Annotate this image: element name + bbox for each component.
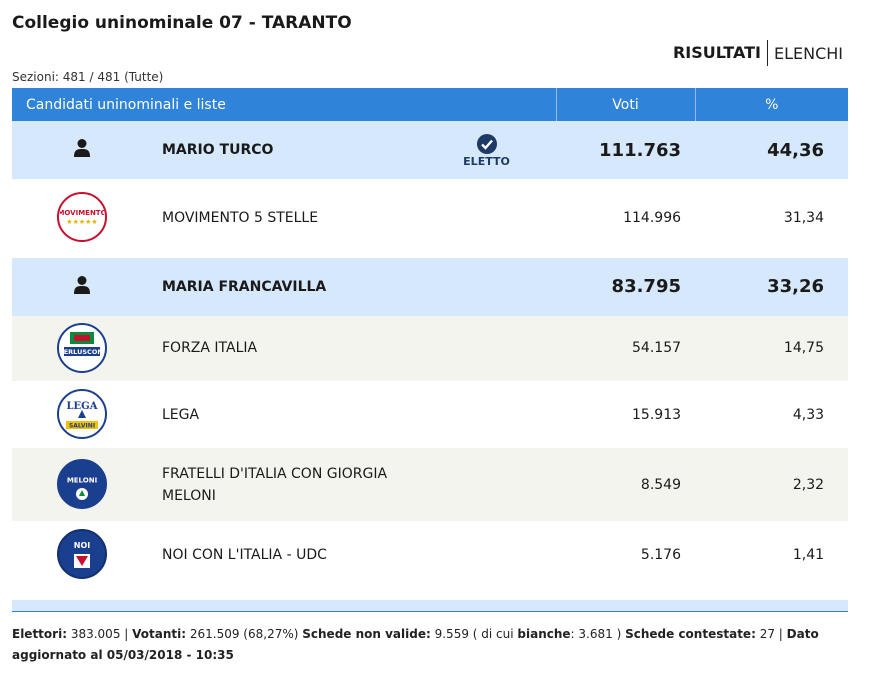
user-icon: [74, 139, 90, 157]
votanti-label: Votanti:: [132, 627, 187, 641]
results-table: Candidati uninominali e liste Voti % MAR…: [12, 88, 849, 588]
fdi-logo: MELONI: [57, 459, 107, 509]
summary-footer: Elettori: 383.005 | Votanti: 261.509 (68…: [12, 627, 819, 662]
sezioni-info: Sezioni: 481 / 481 (Tutte): [12, 70, 164, 84]
candidate-name[interactable]: MARIO TURCO: [152, 121, 417, 179]
fi-logo-text: BERLUSCONI: [60, 348, 104, 356]
list-pct: 14,75: [695, 315, 849, 382]
list-name[interactable]: MOVIMENTO 5 STELLE: [152, 179, 557, 258]
non-valide-value: 9.559 ( di cui: [434, 627, 514, 641]
list-votes: 114.996: [556, 179, 696, 258]
lega-logo: LEGA SALVINI: [57, 389, 107, 439]
list-row: LEGA SALVINI LEGA 15.913 4,33: [12, 381, 849, 448]
lega-logo-text: LEGA: [67, 401, 98, 412]
candidate-name[interactable]: MARIA FRANCAVILLA: [152, 257, 557, 316]
nci-logo-text: NOI: [74, 541, 90, 550]
list-votes: 54.157: [556, 315, 696, 382]
forza-italia-logo: BERLUSCONI: [57, 322, 107, 373]
list-row: MOVIMENTO ★★★★★ MOVIMENTO 5 STELLE 114.9…: [12, 179, 849, 258]
bianche-value: : 3.681 ): [570, 627, 622, 641]
aggiornato-label: Dato aggiornato al 05/03/2018 - 10:35: [12, 627, 819, 662]
candidate-row: MARIA FRANCAVILLA 83.795 33,26: [12, 257, 849, 316]
view-tabs: RISULTATI ELENCHI: [673, 40, 843, 66]
table-footer-bar: [12, 600, 848, 612]
candidate-pct: 44,36: [695, 121, 849, 179]
candidate-votes: 83.795: [556, 257, 696, 316]
m5s-logo: MOVIMENTO ★★★★★: [57, 192, 107, 243]
list-name[interactable]: FRATELLI D'ITALIA CON GIORGIA MELONI: [152, 447, 557, 522]
eletto-label: ELETTO: [463, 154, 510, 168]
nci-logo: NOI: [57, 529, 107, 579]
candidate-row: MARIO TURCO ELETTO 111.763 44,36: [12, 121, 849, 179]
page-title: Collegio uninominale 07 - TARANTO: [12, 13, 352, 33]
list-votes: 5.176: [556, 521, 696, 588]
elettori-value: 383.005: [70, 627, 121, 641]
tab-elenchi[interactable]: ELENCHI: [773, 43, 843, 63]
votanti-value: 261.509 (68,27%): [189, 627, 299, 641]
tab-risultati[interactable]: RISULTATI: [673, 40, 768, 66]
list-row: BERLUSCONI FORZA ITALIA 54.157 14,75: [12, 315, 849, 382]
list-name[interactable]: NOI CON L'ITALIA - UDC: [152, 521, 557, 588]
list-votes: 15.913: [556, 381, 696, 448]
list-votes: 8.549: [556, 447, 696, 522]
list-pct: 31,34: [695, 179, 849, 258]
list-row: NOI NOI CON L'ITALIA - UDC 5.176 1,41: [12, 521, 849, 588]
candidate-pct: 33,26: [695, 257, 849, 316]
col-header-candidates: Candidati uninominali e liste: [12, 88, 557, 121]
eletto-badge: ELETTO: [417, 133, 556, 168]
m5s-logo-text: MOVIMENTO: [60, 209, 104, 217]
list-pct: 4,33: [695, 381, 849, 448]
col-header-votes: Voti: [555, 88, 696, 121]
candidate-votes: 111.763: [556, 121, 696, 179]
col-header-pct: %: [694, 88, 849, 121]
fdi-logo-text: MELONI: [67, 477, 97, 485]
list-pct: 1,41: [695, 521, 849, 588]
check-circle-icon: [476, 133, 497, 154]
non-valide-label: Schede non valide:: [302, 627, 431, 641]
list-name[interactable]: LEGA: [152, 381, 557, 448]
elettori-label: Elettori:: [12, 627, 67, 641]
bianche-label: bianche: [517, 627, 571, 641]
list-name[interactable]: FORZA ITALIA: [152, 315, 557, 382]
list-pct: 2,32: [695, 447, 849, 522]
svg-text:★★★★★: ★★★★★: [66, 218, 97, 226]
contestate-value: 27: [759, 627, 775, 641]
table-header-row: Candidati uninominali e liste Voti %: [12, 88, 849, 121]
contestate-label: Schede contestate:: [625, 627, 756, 641]
lega-logo-sub: SALVINI: [69, 423, 95, 430]
user-icon: [74, 275, 90, 294]
list-row: MELONI FRATELLI D'ITALIA CON GIORGIA MEL…: [12, 447, 849, 522]
